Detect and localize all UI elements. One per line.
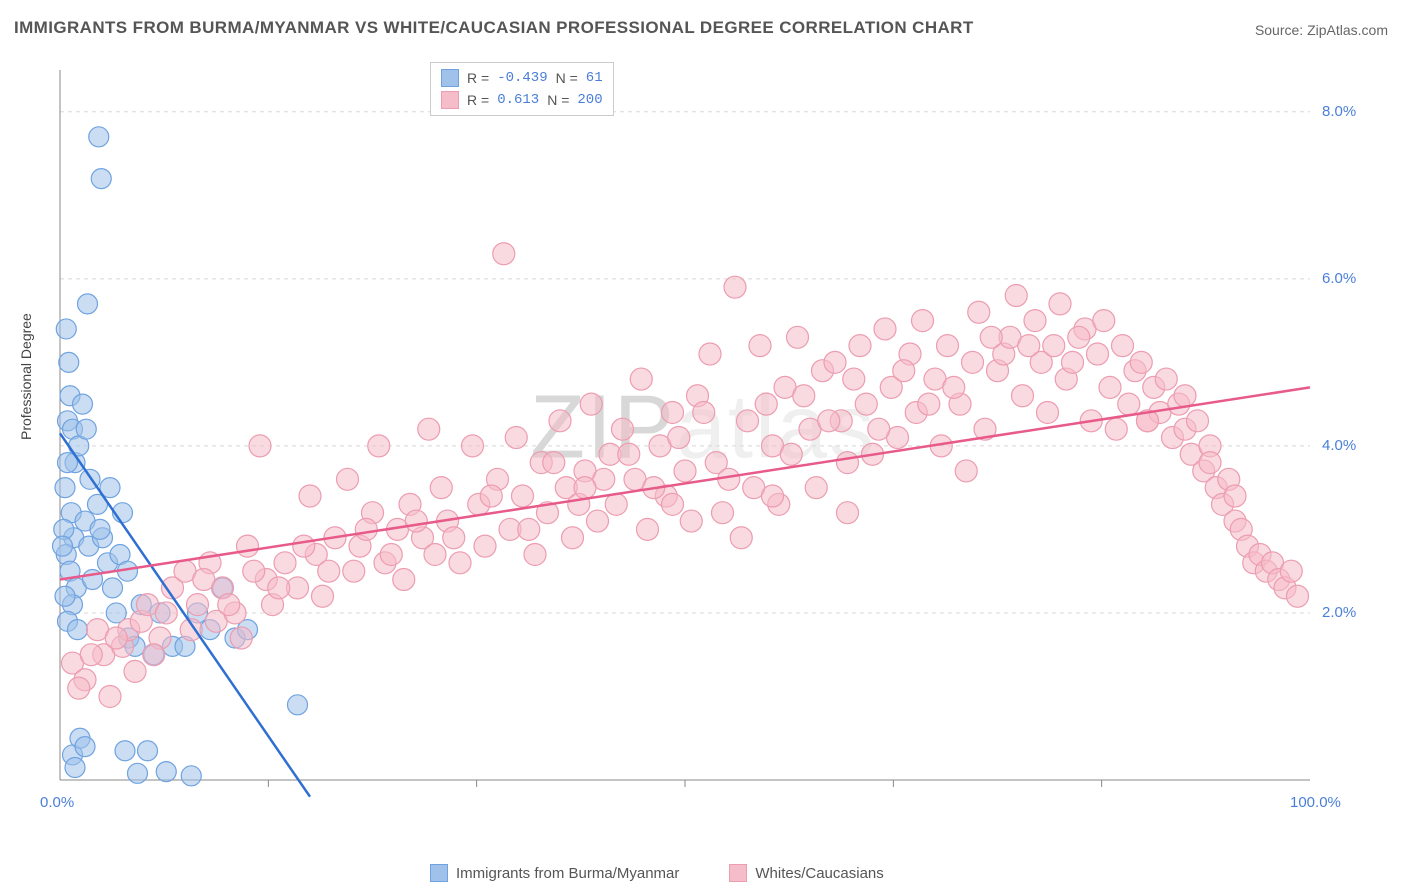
- y-tick-label: 6.0%: [1322, 270, 1356, 287]
- correlation-legend: R = -0.439 N = 61 R = 0.613 N = 200: [430, 62, 614, 116]
- legend-swatch: [729, 864, 747, 882]
- y-tick-label: 2.0%: [1322, 604, 1356, 621]
- r-label: R =: [467, 70, 489, 86]
- r-value: 0.613: [497, 92, 539, 108]
- chart-area: [50, 60, 1370, 840]
- legend-item: Whites/Caucasians: [729, 864, 883, 882]
- source-label: Source: ZipAtlas.com: [1255, 22, 1388, 38]
- y-tick-label: 4.0%: [1322, 437, 1356, 454]
- r-value: -0.439: [497, 70, 547, 86]
- x-tick-label: 0.0%: [40, 794, 74, 811]
- n-value: 200: [577, 92, 602, 108]
- y-axis-label: Professional Degree: [18, 313, 34, 440]
- n-value: 61: [586, 70, 603, 86]
- legend-swatch: [441, 91, 459, 109]
- n-label: N =: [547, 92, 569, 108]
- chart-title: IMMIGRANTS FROM BURMA/MYANMAR VS WHITE/C…: [14, 18, 974, 38]
- legend-label: Immigrants from Burma/Myanmar: [456, 865, 679, 882]
- legend-label: Whites/Caucasians: [755, 865, 883, 882]
- x-tick-label: 100.0%: [1290, 794, 1341, 811]
- r-label: R =: [467, 92, 489, 108]
- legend-item: Immigrants from Burma/Myanmar: [430, 864, 679, 882]
- scatter-plot: [50, 60, 1350, 820]
- legend-swatch: [441, 69, 459, 87]
- y-tick-label: 8.0%: [1322, 103, 1356, 120]
- n-label: N =: [556, 70, 578, 86]
- legend-swatch: [430, 864, 448, 882]
- series-legend: Immigrants from Burma/Myanmar Whites/Cauc…: [430, 864, 884, 882]
